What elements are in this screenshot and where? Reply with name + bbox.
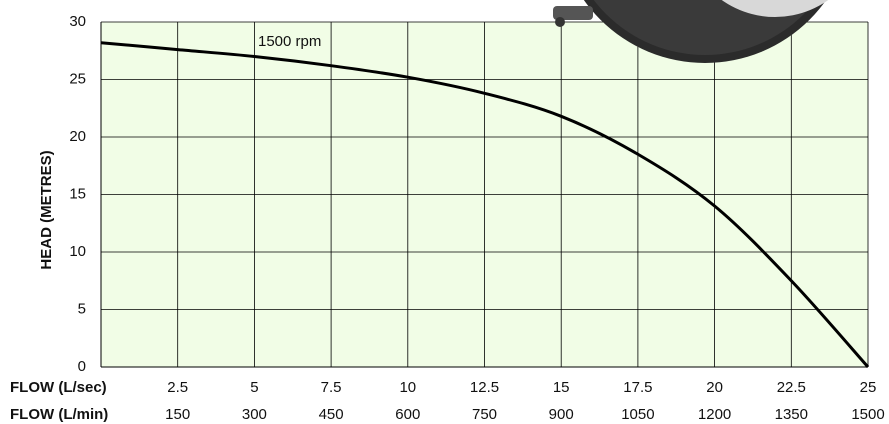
y-tick-label: 25 (69, 70, 86, 87)
x-tick-label: 12.5 (470, 379, 499, 396)
x-tick-label: 10 (399, 379, 416, 396)
x2-tick-label: 600 (395, 406, 420, 423)
x2-tick-label: 1200 (698, 406, 731, 423)
x-tick-label: 7.5 (321, 379, 342, 396)
x-tick-label: 20 (706, 379, 723, 396)
y-tick-label: 15 (69, 185, 86, 202)
x2-tick-label: 900 (549, 406, 574, 423)
x-tick-label: 17.5 (623, 379, 652, 396)
x2-tick-label: 300 (242, 406, 267, 423)
y-tick-label: 10 (69, 243, 86, 260)
x-tick-label: 22.5 (777, 379, 806, 396)
y-tick-label: 0 (78, 358, 86, 375)
x-tick-label: 5 (250, 379, 258, 396)
x2-tick-label: 1500 (851, 406, 884, 423)
x2-tick-label: 1350 (775, 406, 808, 423)
x-axis-title: FLOW (L/sec) (10, 379, 107, 396)
x2-axis-title: FLOW (L/min) (10, 406, 108, 423)
y-tick-label: 5 (78, 300, 86, 317)
x2-tick-label: 1050 (621, 406, 654, 423)
x-tick-label: 15 (553, 379, 570, 396)
x2-tick-label: 450 (319, 406, 344, 423)
x2-tick-label: 750 (472, 406, 497, 423)
curve-label: 1500 rpm (258, 33, 321, 50)
x-tick-label: 2.5 (167, 379, 188, 396)
y-tick-label: 30 (69, 13, 86, 30)
y-tick-label: 20 (69, 128, 86, 145)
x-tick-label: 25 (860, 379, 877, 396)
x2-tick-label: 150 (165, 406, 190, 423)
y-axis-title: HEAD (METRES) (38, 150, 55, 269)
